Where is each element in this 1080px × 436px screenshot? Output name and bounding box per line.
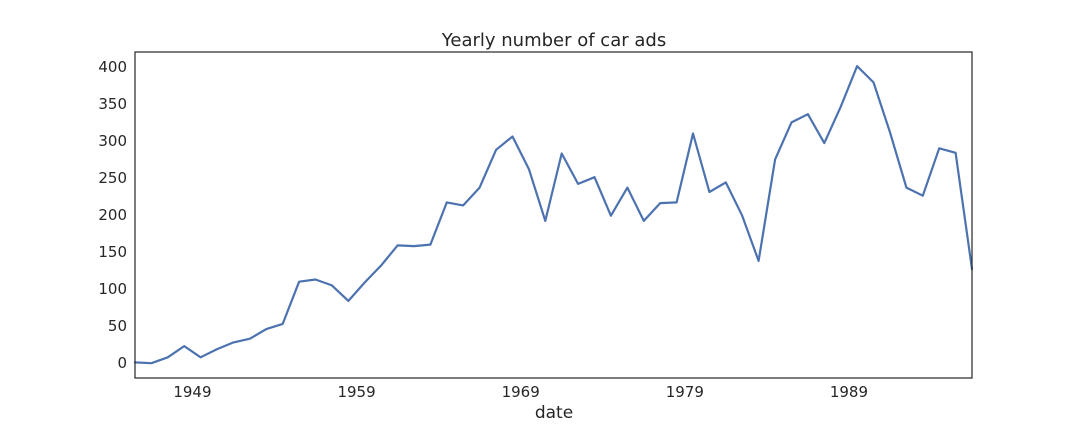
y-tick-label: 200 [98, 206, 127, 224]
y-axis-ticks: 0 50 100 150 200 250 300 350 400 [98, 58, 127, 372]
y-tick-label: 250 [98, 169, 127, 187]
y-tick-label: 0 [117, 354, 127, 372]
y-tick-label: 100 [98, 280, 127, 298]
y-tick-label: 300 [98, 132, 127, 150]
series-line [133, 64, 974, 365]
chart-title: Yearly number of car ads [441, 30, 666, 51]
x-tick-label: 1979 [666, 383, 704, 401]
x-axis-title: date [535, 403, 573, 423]
plot-area [133, 64, 974, 365]
y-tick-label: 400 [98, 58, 127, 76]
y-tick-label: 350 [98, 95, 127, 113]
x-tick-label: 1969 [502, 383, 540, 401]
y-tick-label: 50 [108, 317, 127, 335]
x-tick-label: 1949 [173, 383, 211, 401]
plot-frame [134, 51, 973, 379]
x-tick-label: 1959 [337, 383, 375, 401]
y-tick-label: 150 [98, 243, 127, 261]
x-tick-label: 1989 [830, 383, 868, 401]
x-axis-ticks: 1949 1959 1969 1979 1989 [173, 383, 868, 401]
